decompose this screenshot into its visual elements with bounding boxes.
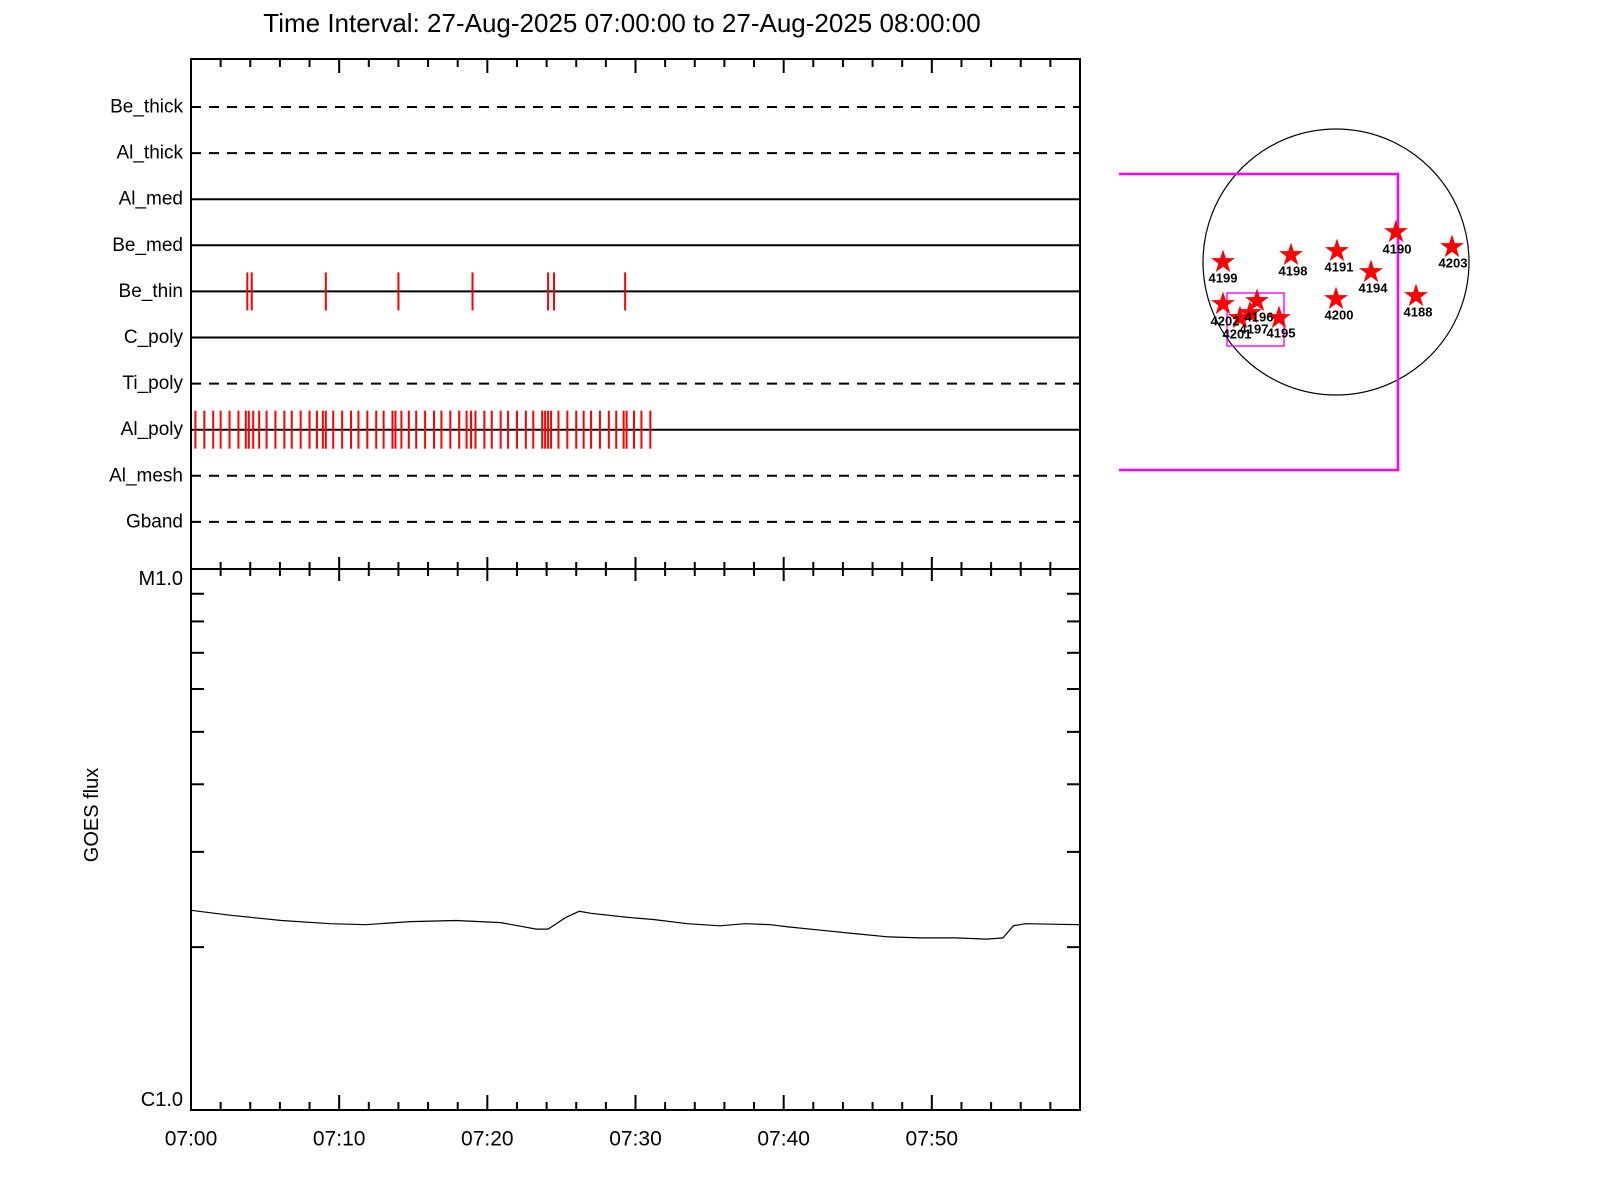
active-region-star-4194	[1359, 259, 1383, 283]
time-tick-label: 07:30	[609, 1128, 662, 1151]
solar-disk-panel: 4199 4198 4191 4190 4203 4194 4188 4200 4202 4196…	[1119, 128, 1470, 472]
goes-flux-panel: 07:00 07:10 07:20 07:30 07:40 07:50 M1.0 C1.0 GO…	[81, 568, 1081, 1151]
fov-box	[1119, 172, 1400, 472]
goes-flux-curve	[190, 909, 1081, 940]
time-tick-label: 07:10	[313, 1128, 366, 1151]
active-region-label-4202: 4202	[1211, 314, 1240, 329]
filter-row-label: Al_thick	[116, 143, 183, 164]
filter-row-label: Al_med	[119, 189, 183, 210]
time-tick-label: 07:20	[461, 1128, 514, 1151]
active-region-star-4199	[1211, 249, 1235, 273]
filter-row-label: Be_thin	[119, 281, 183, 302]
active-region-label-4199: 4199	[1209, 271, 1238, 286]
filter-row-label: Al_mesh	[109, 465, 183, 486]
filter-row-label: C_poly	[124, 327, 184, 348]
time-tick-label: 07:40	[757, 1128, 810, 1151]
active-region-star-4203	[1440, 234, 1464, 258]
active-region-label-4194: 4194	[1359, 281, 1389, 296]
goes-panel-frame	[190, 568, 1081, 1111]
solar-limb-circle	[1202, 128, 1470, 396]
active-region-label-4191: 4191	[1325, 260, 1354, 275]
active-region-label-4201: 4201	[1223, 327, 1252, 342]
active-region-label-4200: 4200	[1325, 308, 1354, 323]
filter-panel-frame	[190, 58, 1081, 570]
active-region-star-4191	[1325, 238, 1349, 262]
filter-row-label: Be_med	[112, 235, 183, 256]
active-region-star-4200	[1324, 286, 1348, 310]
time-tick-label: 07:00	[165, 1128, 218, 1151]
active-region-label-4203: 4203	[1439, 256, 1468, 271]
active-region-star-4190	[1384, 219, 1408, 243]
active-region-label-4195: 4195	[1267, 326, 1296, 341]
active-region-label-4188: 4188	[1404, 305, 1433, 320]
active-region-label-4198: 4198	[1279, 264, 1308, 279]
fov-sub-box	[1226, 292, 1285, 347]
active-region-star-4198	[1279, 242, 1303, 266]
active-region-star-4188	[1404, 283, 1428, 307]
time-tick-label: 07:50	[906, 1128, 959, 1151]
filter-row-label: Ti_poly	[122, 373, 183, 394]
active-region-label-4197: 4197	[1240, 322, 1269, 337]
filter-row-label: Be_thick	[110, 97, 183, 118]
active-region-star-4197	[1238, 300, 1262, 324]
active-region-star-4196	[1245, 288, 1269, 312]
active-region-star-4202	[1211, 291, 1235, 315]
goes-ymin-label: C1.0	[141, 1089, 183, 1111]
filter-row-label: Gband	[126, 511, 183, 532]
filter-row-label: Al_poly	[121, 419, 184, 440]
active-region-star-4195	[1267, 305, 1291, 329]
plot-title: Time Interval: 27-Aug-2025 07:00:00 to 2…	[263, 8, 980, 38]
active-region-star-4201	[1228, 305, 1252, 329]
goes-axis-title: GOES flux	[81, 768, 103, 862]
active-region-label-4196: 4196	[1245, 310, 1274, 325]
goes-ymax-label: M1.0	[139, 568, 183, 590]
filter-timeline-panel: Be_thick Al_thick Al_med Be_med Be_thin C_pol…	[109, 58, 1081, 581]
active-region-label-4190: 4190	[1383, 242, 1412, 257]
